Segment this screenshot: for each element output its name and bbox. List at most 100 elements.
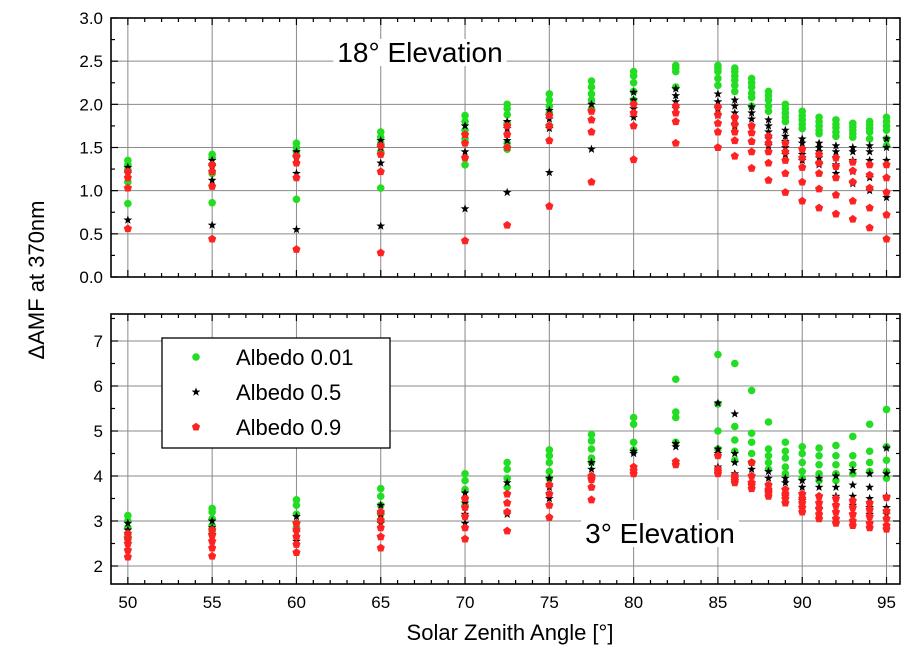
data-point <box>831 514 841 523</box>
data-point <box>764 121 773 130</box>
data-point <box>831 471 841 480</box>
y-tick-label: 2 <box>94 557 103 576</box>
data-point <box>208 525 217 534</box>
data-point <box>865 203 874 212</box>
data-point <box>831 209 841 218</box>
data-point <box>587 177 596 186</box>
data-point <box>814 514 824 523</box>
panel-top: 18° Elevation 0.0 0.5 1.0 1.5 2.0 2.5 3.0 <box>79 9 901 287</box>
data-point <box>629 155 638 164</box>
data-point <box>764 473 773 482</box>
y-axis-title: ΔAMF at 370nm <box>24 201 49 360</box>
data-point <box>292 245 301 253</box>
data-point <box>545 111 554 120</box>
data-point <box>460 494 470 502</box>
data-point <box>376 484 385 493</box>
y-tick-label: 2.5 <box>79 52 103 71</box>
y-ticks: 2 3 4 5 6 7 <box>94 317 900 576</box>
data-point <box>865 505 874 514</box>
data-point <box>815 129 823 138</box>
data-point <box>730 108 740 117</box>
x-tick-labels: 50 55 60 65 70 75 80 85 90 95 <box>118 593 896 612</box>
data-point <box>865 128 874 136</box>
y-tick-label: 3.0 <box>79 9 103 28</box>
data-point <box>798 489 807 498</box>
data-point <box>629 448 638 458</box>
data-point <box>587 106 596 115</box>
data-point <box>747 163 756 172</box>
data-point <box>730 422 739 431</box>
data-point <box>629 121 638 130</box>
data-point <box>587 430 596 439</box>
data-point <box>376 158 386 167</box>
data-point <box>587 495 596 504</box>
x-tick-label: 90 <box>793 593 812 612</box>
data-point <box>123 183 132 192</box>
data-point <box>882 210 891 219</box>
data-point <box>123 173 132 182</box>
data-point <box>781 498 790 507</box>
data-point <box>764 158 773 167</box>
data-point <box>503 465 511 474</box>
data-point <box>461 111 469 120</box>
data-point <box>376 543 385 552</box>
data-point <box>831 168 841 178</box>
data-point <box>764 176 773 184</box>
data-point <box>780 478 790 487</box>
data-point <box>671 67 680 76</box>
data-point <box>713 398 723 407</box>
data-point <box>208 508 216 516</box>
data-point <box>671 375 680 384</box>
data-point <box>730 436 739 444</box>
data-point <box>730 136 739 145</box>
data-point <box>292 168 301 178</box>
data-point <box>502 478 512 487</box>
data-point <box>848 503 857 511</box>
data-point <box>831 507 841 516</box>
data-point <box>764 458 773 467</box>
data-point <box>292 525 301 534</box>
data-point <box>764 127 773 136</box>
data-point <box>848 432 857 441</box>
data-point <box>848 147 858 156</box>
data-point <box>848 177 857 186</box>
data-point <box>882 142 891 152</box>
data-point <box>208 234 217 243</box>
data-point <box>207 516 217 525</box>
data-point <box>764 451 773 460</box>
data-point <box>713 110 723 119</box>
data-point <box>123 167 132 176</box>
data-point <box>882 493 891 502</box>
data-point <box>764 491 773 500</box>
data-point <box>781 494 790 502</box>
data-point <box>292 511 301 521</box>
panel-title-background <box>333 39 507 66</box>
x-ticks <box>127 314 888 584</box>
x-tick-label: 95 <box>877 593 896 612</box>
data-point <box>730 119 739 128</box>
data-point <box>831 190 841 199</box>
data-point <box>882 524 891 533</box>
data-point <box>544 493 554 503</box>
data-point <box>764 96 773 104</box>
data-point <box>865 482 875 491</box>
x-tick-label: 60 <box>287 593 306 612</box>
data-point <box>292 151 301 160</box>
data-point <box>781 454 790 462</box>
data-point <box>831 500 841 509</box>
data-point <box>503 143 512 151</box>
data-point <box>831 153 841 162</box>
data-point <box>730 409 740 418</box>
data-point <box>460 130 470 139</box>
data-point <box>460 534 470 543</box>
data-point <box>376 500 386 509</box>
data-point <box>503 130 512 139</box>
data-point <box>376 167 385 176</box>
data-point <box>545 458 554 467</box>
data-point <box>208 198 216 207</box>
data-point <box>848 196 857 205</box>
data-point <box>292 147 301 156</box>
data-point <box>123 162 133 172</box>
data-point <box>713 97 723 106</box>
